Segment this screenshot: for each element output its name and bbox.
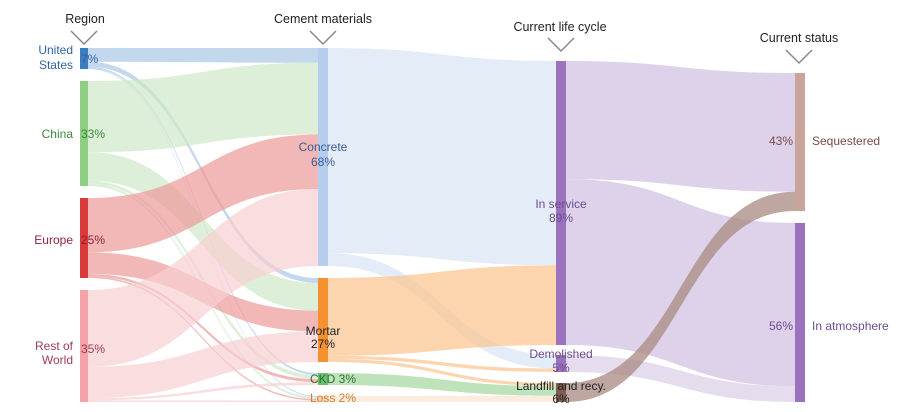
header-current-life-cycle: Current life cycle [513, 20, 606, 34]
flow-link [328, 48, 556, 266]
material-pct-label: 27% [311, 337, 335, 351]
region-label: China [42, 127, 74, 141]
region-pct-label: 7% [81, 52, 99, 66]
region-label: United [38, 43, 73, 57]
header-cement-materials: Cement materials [274, 12, 372, 26]
node-life-landfill-and-recy [556, 383, 566, 402]
flow-nodes [80, 48, 805, 402]
chevron-down-icon [785, 49, 813, 65]
flow-link [566, 191, 795, 402]
material-label: Mortar [306, 324, 341, 338]
node-status-in-atmosphere [795, 223, 805, 402]
chevron-down-icon [70, 30, 98, 46]
flow-link [88, 331, 318, 399]
node-status-sequestered [795, 73, 805, 211]
flow-link [88, 382, 318, 401]
material-pct-label: 68% [311, 155, 335, 169]
flow-link [88, 62, 318, 153]
material-label: CKD 3% [310, 372, 356, 386]
flow-link [88, 273, 318, 383]
node-materials-ckd [318, 373, 328, 385]
flow-link [328, 358, 556, 387]
flow-link [88, 48, 318, 63]
life-cycle-label: In service [535, 197, 587, 211]
flow-link [328, 395, 556, 402]
region-pct-label: 25% [81, 233, 105, 247]
chevron-down-icon [547, 37, 575, 53]
node-region-china [80, 81, 88, 186]
region-label: States [39, 58, 73, 72]
status-label: In atmosphere [812, 319, 889, 333]
flow-link [88, 189, 318, 367]
node-materials-concrete [318, 48, 328, 266]
flow-link [88, 276, 318, 401]
life-cycle-pct-label: 5% [552, 361, 570, 375]
life-cycle-label: Landfill and recy. [516, 379, 606, 393]
status-pct-label: 43% [769, 134, 793, 148]
status-label: Sequestered [812, 134, 880, 148]
flow-link [328, 373, 556, 396]
column-headers: Region Cement materials Current life cyc… [65, 12, 839, 65]
flow-link [328, 355, 556, 372]
region-pct-label: 33% [81, 127, 105, 141]
region-label: Europe [34, 233, 73, 247]
material-label: Concrete [299, 140, 348, 154]
region-label: World [42, 353, 73, 367]
flow-link [88, 134, 318, 253]
flow-link [88, 400, 318, 402]
life-cycle-label: Demolished [529, 347, 592, 361]
life-cycle-pct-label: 6% [552, 392, 570, 406]
material-label: Loss 2% [310, 391, 356, 405]
flow-link [566, 61, 795, 192]
status-pct-label: 56% [769, 319, 793, 333]
region-label: Rest of [35, 339, 74, 353]
life-cycle-pct-label: 89% [549, 211, 573, 225]
header-current-status: Current status [760, 31, 839, 45]
node-region-rest-of [80, 290, 88, 402]
node-life-in-service [556, 61, 566, 345]
chevron-down-icon [309, 30, 337, 46]
node-region-europe [80, 198, 88, 278]
node-region-united [80, 48, 88, 69]
header-region: Region [65, 12, 105, 26]
node-life-demolished [556, 355, 566, 372]
node-materials-mortar [318, 278, 328, 362]
flow-link [328, 265, 556, 356]
flow-links [88, 48, 795, 402]
node-materials-loss [318, 396, 328, 402]
region-pct-label: 35% [81, 342, 105, 356]
